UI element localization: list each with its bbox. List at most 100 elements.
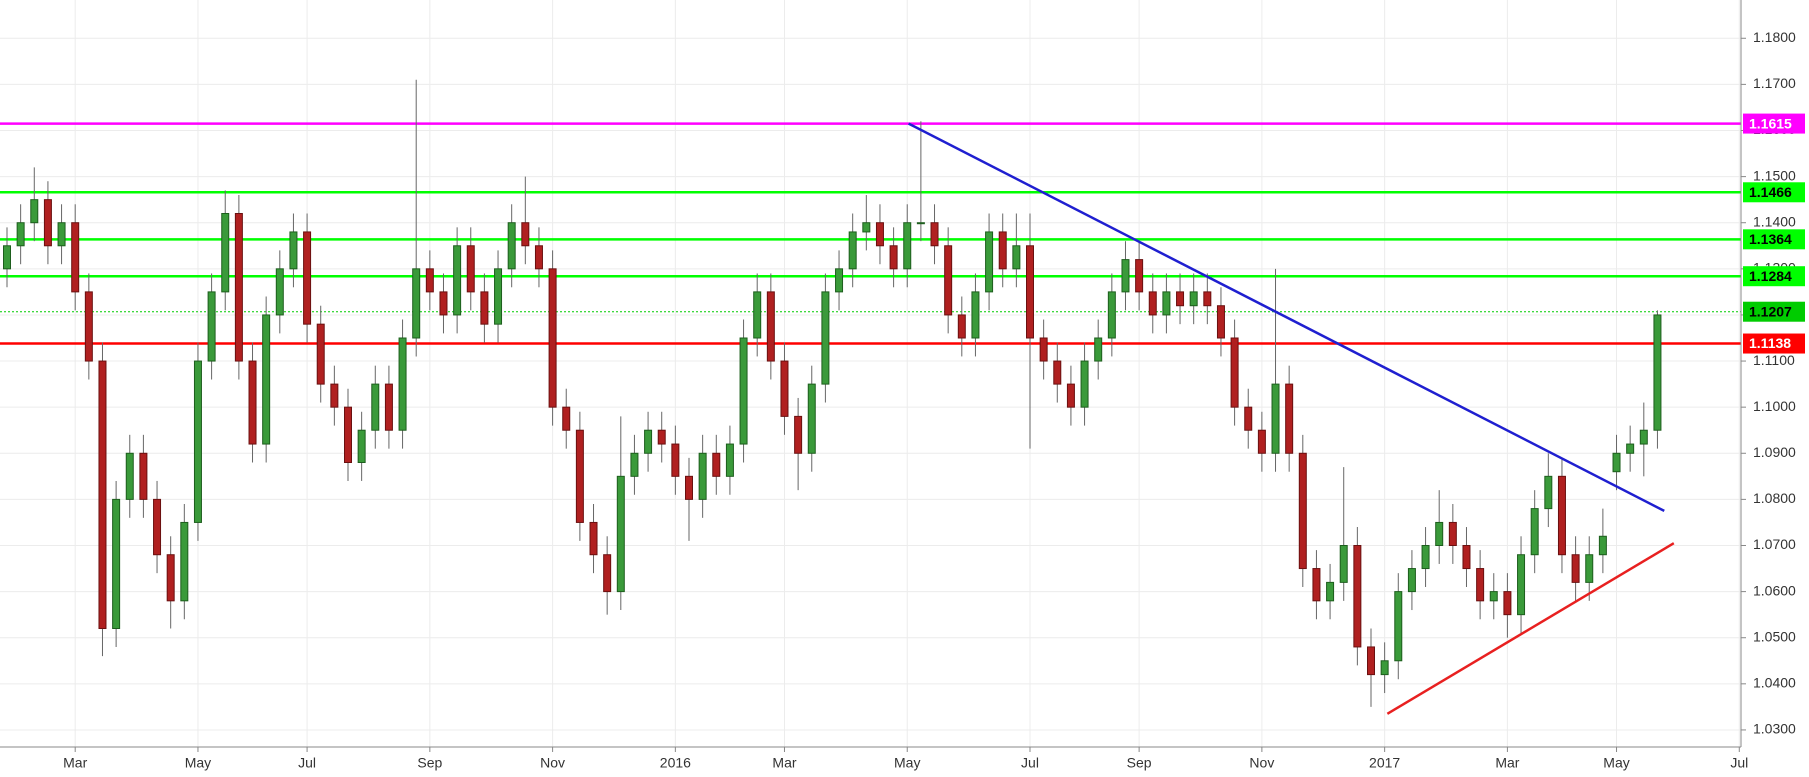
candle-body [357, 429, 366, 463]
candle-body [439, 291, 448, 316]
trend-line [1386, 542, 1675, 715]
candle-body [371, 383, 380, 431]
candle-body [234, 212, 243, 362]
candle-body [453, 245, 462, 316]
candle-body [1585, 554, 1594, 583]
candle-body [1176, 291, 1185, 307]
level-label: 1.1466 [1749, 184, 1792, 200]
candle-body [1148, 291, 1157, 316]
candle-body [1530, 508, 1539, 556]
candle-body [1107, 291, 1116, 339]
candle-body [1571, 554, 1580, 583]
candle-body [398, 337, 407, 431]
candle-body [1271, 383, 1280, 454]
candle-body [221, 212, 230, 293]
candle-body [562, 406, 571, 431]
candle-body [1121, 259, 1130, 293]
level-label: 1.1615 [1749, 115, 1792, 131]
candle-body [657, 429, 666, 445]
candle-body [1380, 660, 1389, 676]
candle-body [725, 443, 734, 477]
candle-body [985, 231, 994, 293]
candle-body [248, 360, 257, 445]
candle-body [753, 291, 762, 339]
level-label: 1.1364 [1749, 231, 1792, 247]
level-label-box [1743, 182, 1805, 203]
candle-body [275, 268, 284, 316]
y-tick-label: 1.1800 [1753, 29, 1796, 45]
candle-body [1653, 314, 1662, 431]
candle-body [1094, 337, 1103, 362]
candle-body [425, 268, 434, 293]
candle-body [998, 231, 1007, 270]
candle-body [548, 268, 557, 408]
candle-body [125, 452, 134, 500]
candle-body [316, 323, 325, 385]
candle-body [1435, 521, 1444, 546]
x-tick-label: Jul [298, 755, 316, 771]
y-tick-label: 1.0700 [1753, 536, 1796, 552]
level-label-box [1743, 266, 1805, 287]
x-tick-label: May [1603, 755, 1629, 771]
candle-body [43, 199, 52, 247]
candle-body [575, 429, 584, 523]
candle-body [957, 314, 966, 339]
candle-body [30, 199, 39, 224]
x-tick-label: May [185, 755, 211, 771]
candle-body [71, 222, 80, 293]
candle-body [1462, 544, 1471, 570]
candle-body [1394, 591, 1403, 662]
candle-body [698, 452, 707, 500]
candle-body [480, 291, 489, 325]
candle-body [153, 498, 162, 556]
candle-body [139, 452, 148, 500]
x-tick-label: Nov [540, 755, 565, 771]
candle-body [330, 383, 339, 408]
candle-body [1612, 452, 1621, 473]
candle-body [289, 231, 298, 270]
y-tick-label: 1.1500 [1753, 167, 1796, 183]
x-tick-label: Jul [1021, 755, 1039, 771]
x-tick-label: 2017 [1369, 755, 1400, 771]
candle-body [848, 231, 857, 270]
candle-body [589, 521, 598, 556]
candle-body [1312, 568, 1321, 602]
candle-body [1285, 383, 1294, 454]
candle-body [3, 245, 11, 270]
candle-body [84, 291, 93, 362]
candle-body [1257, 429, 1266, 454]
candle-body [1298, 452, 1307, 570]
candle-body [903, 222, 912, 270]
y-tick-label: 1.0800 [1753, 490, 1796, 506]
candle-body [1066, 383, 1075, 408]
candle-body [807, 383, 816, 454]
candle-body [1517, 554, 1526, 616]
candle-body [630, 452, 639, 477]
candle-body [616, 475, 625, 593]
candle-body [862, 222, 871, 233]
candle-body [1135, 259, 1144, 293]
candle-body [1407, 568, 1416, 593]
candle-body [1448, 521, 1457, 546]
level-label-box [1743, 229, 1805, 250]
candle-body [739, 337, 748, 445]
candle-body [644, 429, 653, 454]
candle-body [412, 268, 421, 339]
candle-body [1053, 360, 1062, 385]
y-tick-label: 1.0400 [1753, 675, 1796, 691]
candle-body [193, 360, 202, 523]
candle-body [207, 291, 216, 362]
y-tick-label: 1.0500 [1753, 628, 1796, 644]
candle-body [494, 268, 503, 325]
candle-body [685, 475, 693, 500]
candle-body [1489, 591, 1498, 602]
candle-body [507, 222, 516, 270]
candle-body [1244, 406, 1253, 431]
y-tick-label: 1.1700 [1753, 75, 1796, 91]
y-tick-label: 1.1400 [1753, 213, 1796, 229]
y-tick-label: 1.1100 [1753, 352, 1795, 368]
candle-body [1367, 646, 1375, 676]
level-label: 1.1284 [1749, 268, 1792, 284]
